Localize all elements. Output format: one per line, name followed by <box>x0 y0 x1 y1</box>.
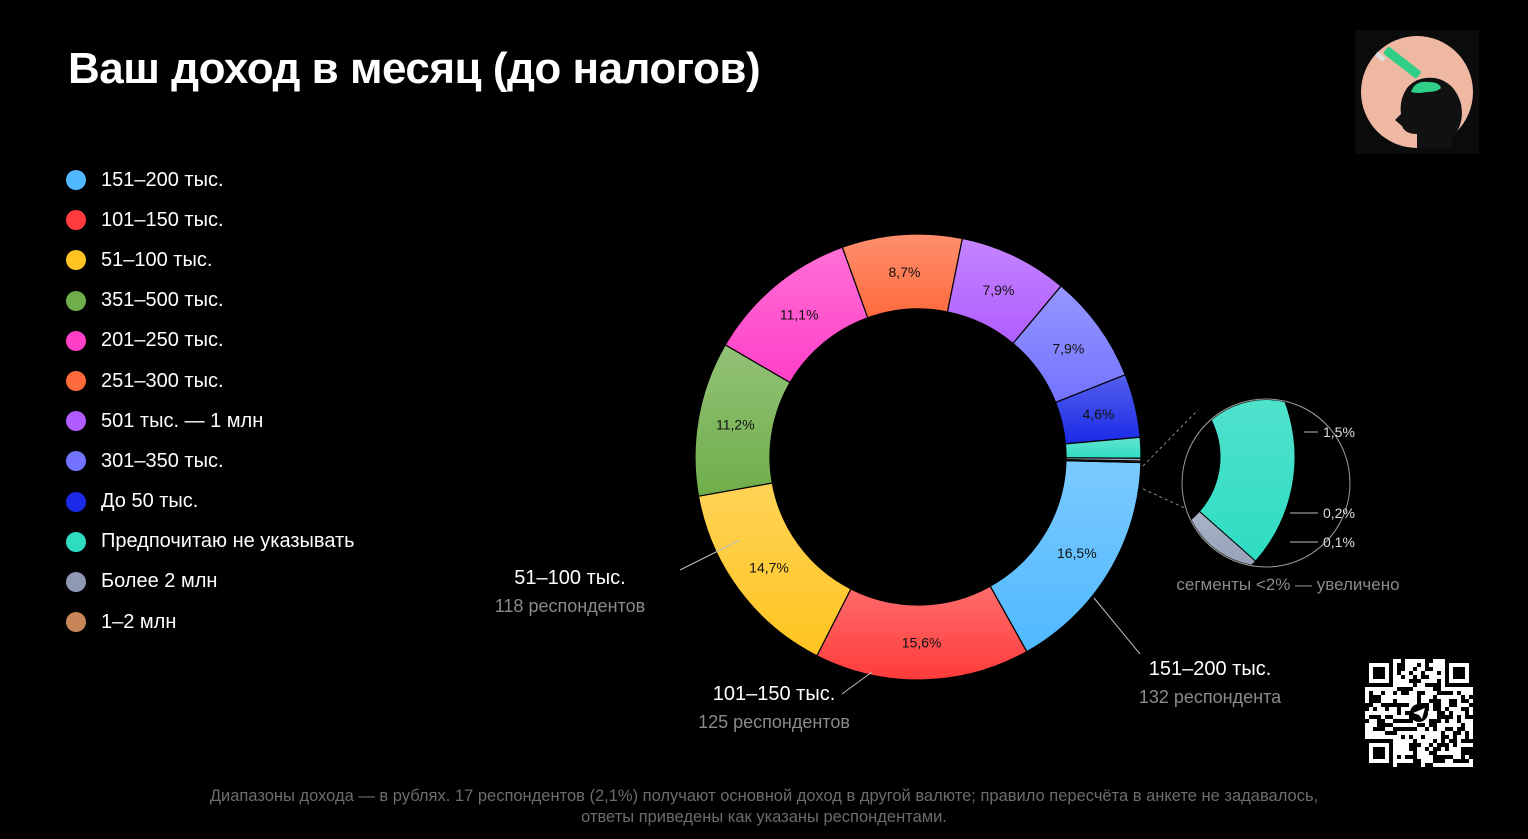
legend: 151–200 тыс. 101–150 тыс. 51–100 тыс. 351–5… <box>66 160 355 642</box>
legend-label: 1–2 млн <box>101 610 177 633</box>
legend-swatch <box>66 290 86 311</box>
callout-label: 101–150 тыс. <box>713 683 836 705</box>
zoom-connector <box>1142 488 1201 516</box>
legend-label: 151–200 тыс. <box>101 168 224 191</box>
legend-label: Предпочитаю не указывать <box>101 530 355 553</box>
legend-swatch <box>66 330 86 351</box>
legend-swatch <box>66 371 86 392</box>
legend-swatch <box>66 451 86 472</box>
legend-swatch <box>66 210 86 231</box>
chart-title: Ваш доход в месяц (до налогов) <box>68 44 761 93</box>
legend-item: Более 2 млн <box>66 562 355 602</box>
legend-item: 51–100 тыс. <box>66 240 355 280</box>
callout-count: 125 респондентов <box>698 712 850 732</box>
slice-1 <box>816 585 1028 681</box>
callout-label: 51–100 тыс. <box>514 567 625 589</box>
legend-item: 101–150 тыс. <box>66 200 355 240</box>
legend-label: 301–350 тыс. <box>101 449 224 472</box>
slice-label: 16,5% <box>1057 545 1097 561</box>
callout-line <box>841 671 873 695</box>
legend-item: 351–500 тыс. <box>66 281 355 321</box>
legend-item: 251–300 тыс. <box>66 361 355 401</box>
slice-label: 14,7% <box>749 560 789 576</box>
zoom-label: 0,2% <box>1323 505 1355 521</box>
zoom-slice-9 <box>1183 400 1296 562</box>
legend-label: До 50 тыс. <box>101 490 199 513</box>
legend-label: 51–100 тыс. <box>101 248 213 271</box>
legend-label: 351–500 тыс. <box>101 289 224 312</box>
legend-label: Более 2 млн <box>101 570 218 593</box>
legend-item: 201–250 тыс. <box>66 321 355 361</box>
slice-label: 7,9% <box>1052 340 1084 356</box>
legend-swatch <box>66 411 86 432</box>
legend-swatch <box>66 612 86 633</box>
slice-label: 7,9% <box>982 282 1014 298</box>
slice-label: 11,1% <box>780 307 819 323</box>
brand-logo <box>1355 30 1479 154</box>
zoom-label: 1,5% <box>1323 424 1355 440</box>
slice-label: 4,6% <box>1083 406 1115 422</box>
legend-item: До 50 тыс. <box>66 482 355 522</box>
slice-label: 15,6% <box>902 634 942 650</box>
legend-label: 251–300 тыс. <box>101 369 224 392</box>
footnote: Диапазоны дохода — в рублях. 17 респонде… <box>0 786 1528 828</box>
legend-item: Предпочитаю не указывать <box>66 522 355 562</box>
callout-line <box>679 539 741 571</box>
callout-label: 151–200 тыс. <box>1149 658 1272 680</box>
legend-item: 501 тыс. — 1 млн <box>66 401 355 441</box>
legend-item: 151–200 тыс. <box>66 160 355 200</box>
legend-label: 501 тыс. — 1 млн <box>101 409 264 432</box>
legend-label: 201–250 тыс. <box>101 329 224 352</box>
footnote-line-2: ответы приведены как указаны респондента… <box>581 808 947 826</box>
legend-swatch <box>66 491 86 512</box>
zoom-connector <box>1142 409 1199 467</box>
legend-label: 101–150 тыс. <box>101 208 224 231</box>
callout-count: 118 респондентов <box>495 596 646 616</box>
slice-label: 8,7% <box>889 264 921 280</box>
slice-11 <box>1065 459 1142 464</box>
qr-code[interactable] <box>1365 659 1473 767</box>
legend-swatch <box>66 250 86 271</box>
callout-line <box>1093 597 1141 655</box>
legend-swatch <box>66 531 86 552</box>
slice-label: 11,2% <box>716 417 755 433</box>
legend-swatch <box>66 571 86 592</box>
legend-swatch <box>66 170 86 191</box>
zoom-label: 0,1% <box>1323 534 1355 550</box>
callout-count: 132 респондента <box>1139 687 1282 707</box>
footnote-line-1: Диапазоны дохода — в рублях. 17 респонде… <box>209 787 1319 805</box>
zoom-caption: сегменты <2% — увеличено <box>1176 575 1399 594</box>
legend-item: 301–350 тыс. <box>66 441 355 481</box>
legend-item: 1–2 млн <box>66 602 355 642</box>
